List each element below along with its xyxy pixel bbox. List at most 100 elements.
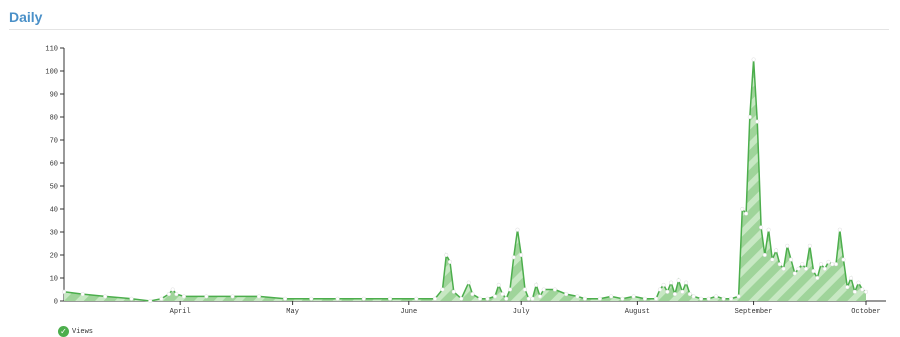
data-point xyxy=(541,287,546,292)
data-point xyxy=(534,282,539,287)
data-point xyxy=(522,287,528,292)
data-point xyxy=(657,287,662,292)
data-point xyxy=(774,248,779,253)
data-point xyxy=(684,280,689,285)
y-axis: 0 10 20 30 40 50 60 70 80 90 100 110 xyxy=(45,46,65,307)
data-point xyxy=(500,292,505,297)
legend-label-views: Views xyxy=(72,327,94,336)
data-point xyxy=(755,119,760,124)
data-point xyxy=(642,296,647,301)
data-point xyxy=(744,211,749,216)
data-point xyxy=(631,294,636,299)
data-point xyxy=(729,296,734,301)
data-point xyxy=(477,296,483,301)
data-point xyxy=(669,280,674,285)
data-point xyxy=(691,294,696,299)
data-point xyxy=(492,294,498,299)
data-point xyxy=(519,252,524,258)
data-point xyxy=(507,287,513,292)
data-point xyxy=(792,271,797,276)
data-point xyxy=(815,275,820,281)
data-point xyxy=(863,289,869,294)
data-point xyxy=(699,296,704,301)
plot-area xyxy=(61,57,869,304)
data-point xyxy=(470,292,475,297)
x-tick-label: September xyxy=(735,308,773,316)
data-point xyxy=(785,243,790,248)
x-tick-label: August xyxy=(625,308,650,316)
y-tick-label: 10 xyxy=(50,276,58,284)
data-point xyxy=(811,269,816,274)
data-point xyxy=(654,296,659,301)
data-point xyxy=(256,294,261,299)
data-point xyxy=(788,257,794,262)
data-point xyxy=(170,287,175,292)
data-point xyxy=(665,289,670,294)
data-point xyxy=(504,296,509,301)
data-point xyxy=(204,294,209,299)
data-point xyxy=(609,294,614,299)
data-point xyxy=(841,257,846,262)
x-axis: April May June July August September October xyxy=(64,300,886,316)
data-point xyxy=(444,252,449,258)
data-point xyxy=(833,262,839,267)
data-point xyxy=(575,294,580,299)
data-point xyxy=(736,294,741,299)
y-tick-label: 100 xyxy=(45,69,58,77)
data-point xyxy=(447,259,453,264)
x-tick-label: June xyxy=(400,308,417,316)
y-tick-label: 60 xyxy=(50,161,58,169)
data-point xyxy=(174,292,179,297)
data-point xyxy=(762,252,767,258)
data-point xyxy=(830,262,835,267)
legend[interactable]: ✓ Views xyxy=(58,326,93,337)
data-point xyxy=(740,206,745,212)
data-point xyxy=(687,292,692,297)
x-tick-label: May xyxy=(286,308,299,316)
data-point xyxy=(766,227,771,232)
data-point xyxy=(706,296,711,301)
y-tick-label: 50 xyxy=(50,184,58,192)
x-tick-label: July xyxy=(513,308,530,316)
data-point xyxy=(856,280,861,285)
data-point xyxy=(781,266,786,271)
data-point xyxy=(837,227,842,232)
data-point xyxy=(826,259,831,264)
x-tick-label: October xyxy=(851,308,880,316)
y-tick-label: 0 xyxy=(54,299,58,307)
data-point xyxy=(680,289,685,294)
data-point xyxy=(848,275,854,281)
data-point xyxy=(597,296,602,301)
data-point xyxy=(661,282,666,287)
x-tick-label: April xyxy=(170,308,191,316)
y-tick-label: 110 xyxy=(45,46,58,54)
data-point xyxy=(451,289,456,294)
data-point xyxy=(800,262,805,267)
data-point xyxy=(361,296,366,301)
data-point xyxy=(387,296,393,301)
data-point xyxy=(796,266,801,271)
data-point xyxy=(432,296,438,301)
data-point xyxy=(777,262,782,267)
y-tick-label: 70 xyxy=(50,138,58,146)
data-point xyxy=(537,294,543,299)
y-tick-label: 90 xyxy=(50,92,58,100)
data-point xyxy=(129,296,134,301)
y-tick-label: 20 xyxy=(50,253,58,261)
y-tick-label: 40 xyxy=(50,207,58,215)
data-point xyxy=(309,296,314,301)
data-point xyxy=(822,266,827,271)
data-point xyxy=(751,57,756,62)
data-point xyxy=(230,294,235,299)
check-icon[interactable]: ✓ xyxy=(58,326,69,337)
data-point xyxy=(166,292,171,297)
data-point xyxy=(466,280,471,285)
y-tick-label: 30 xyxy=(50,230,58,238)
data-point xyxy=(564,292,569,297)
data-point xyxy=(582,296,587,301)
title-divider xyxy=(9,29,889,30)
data-point xyxy=(803,266,809,271)
data-point xyxy=(721,296,726,301)
data-point xyxy=(807,243,812,248)
